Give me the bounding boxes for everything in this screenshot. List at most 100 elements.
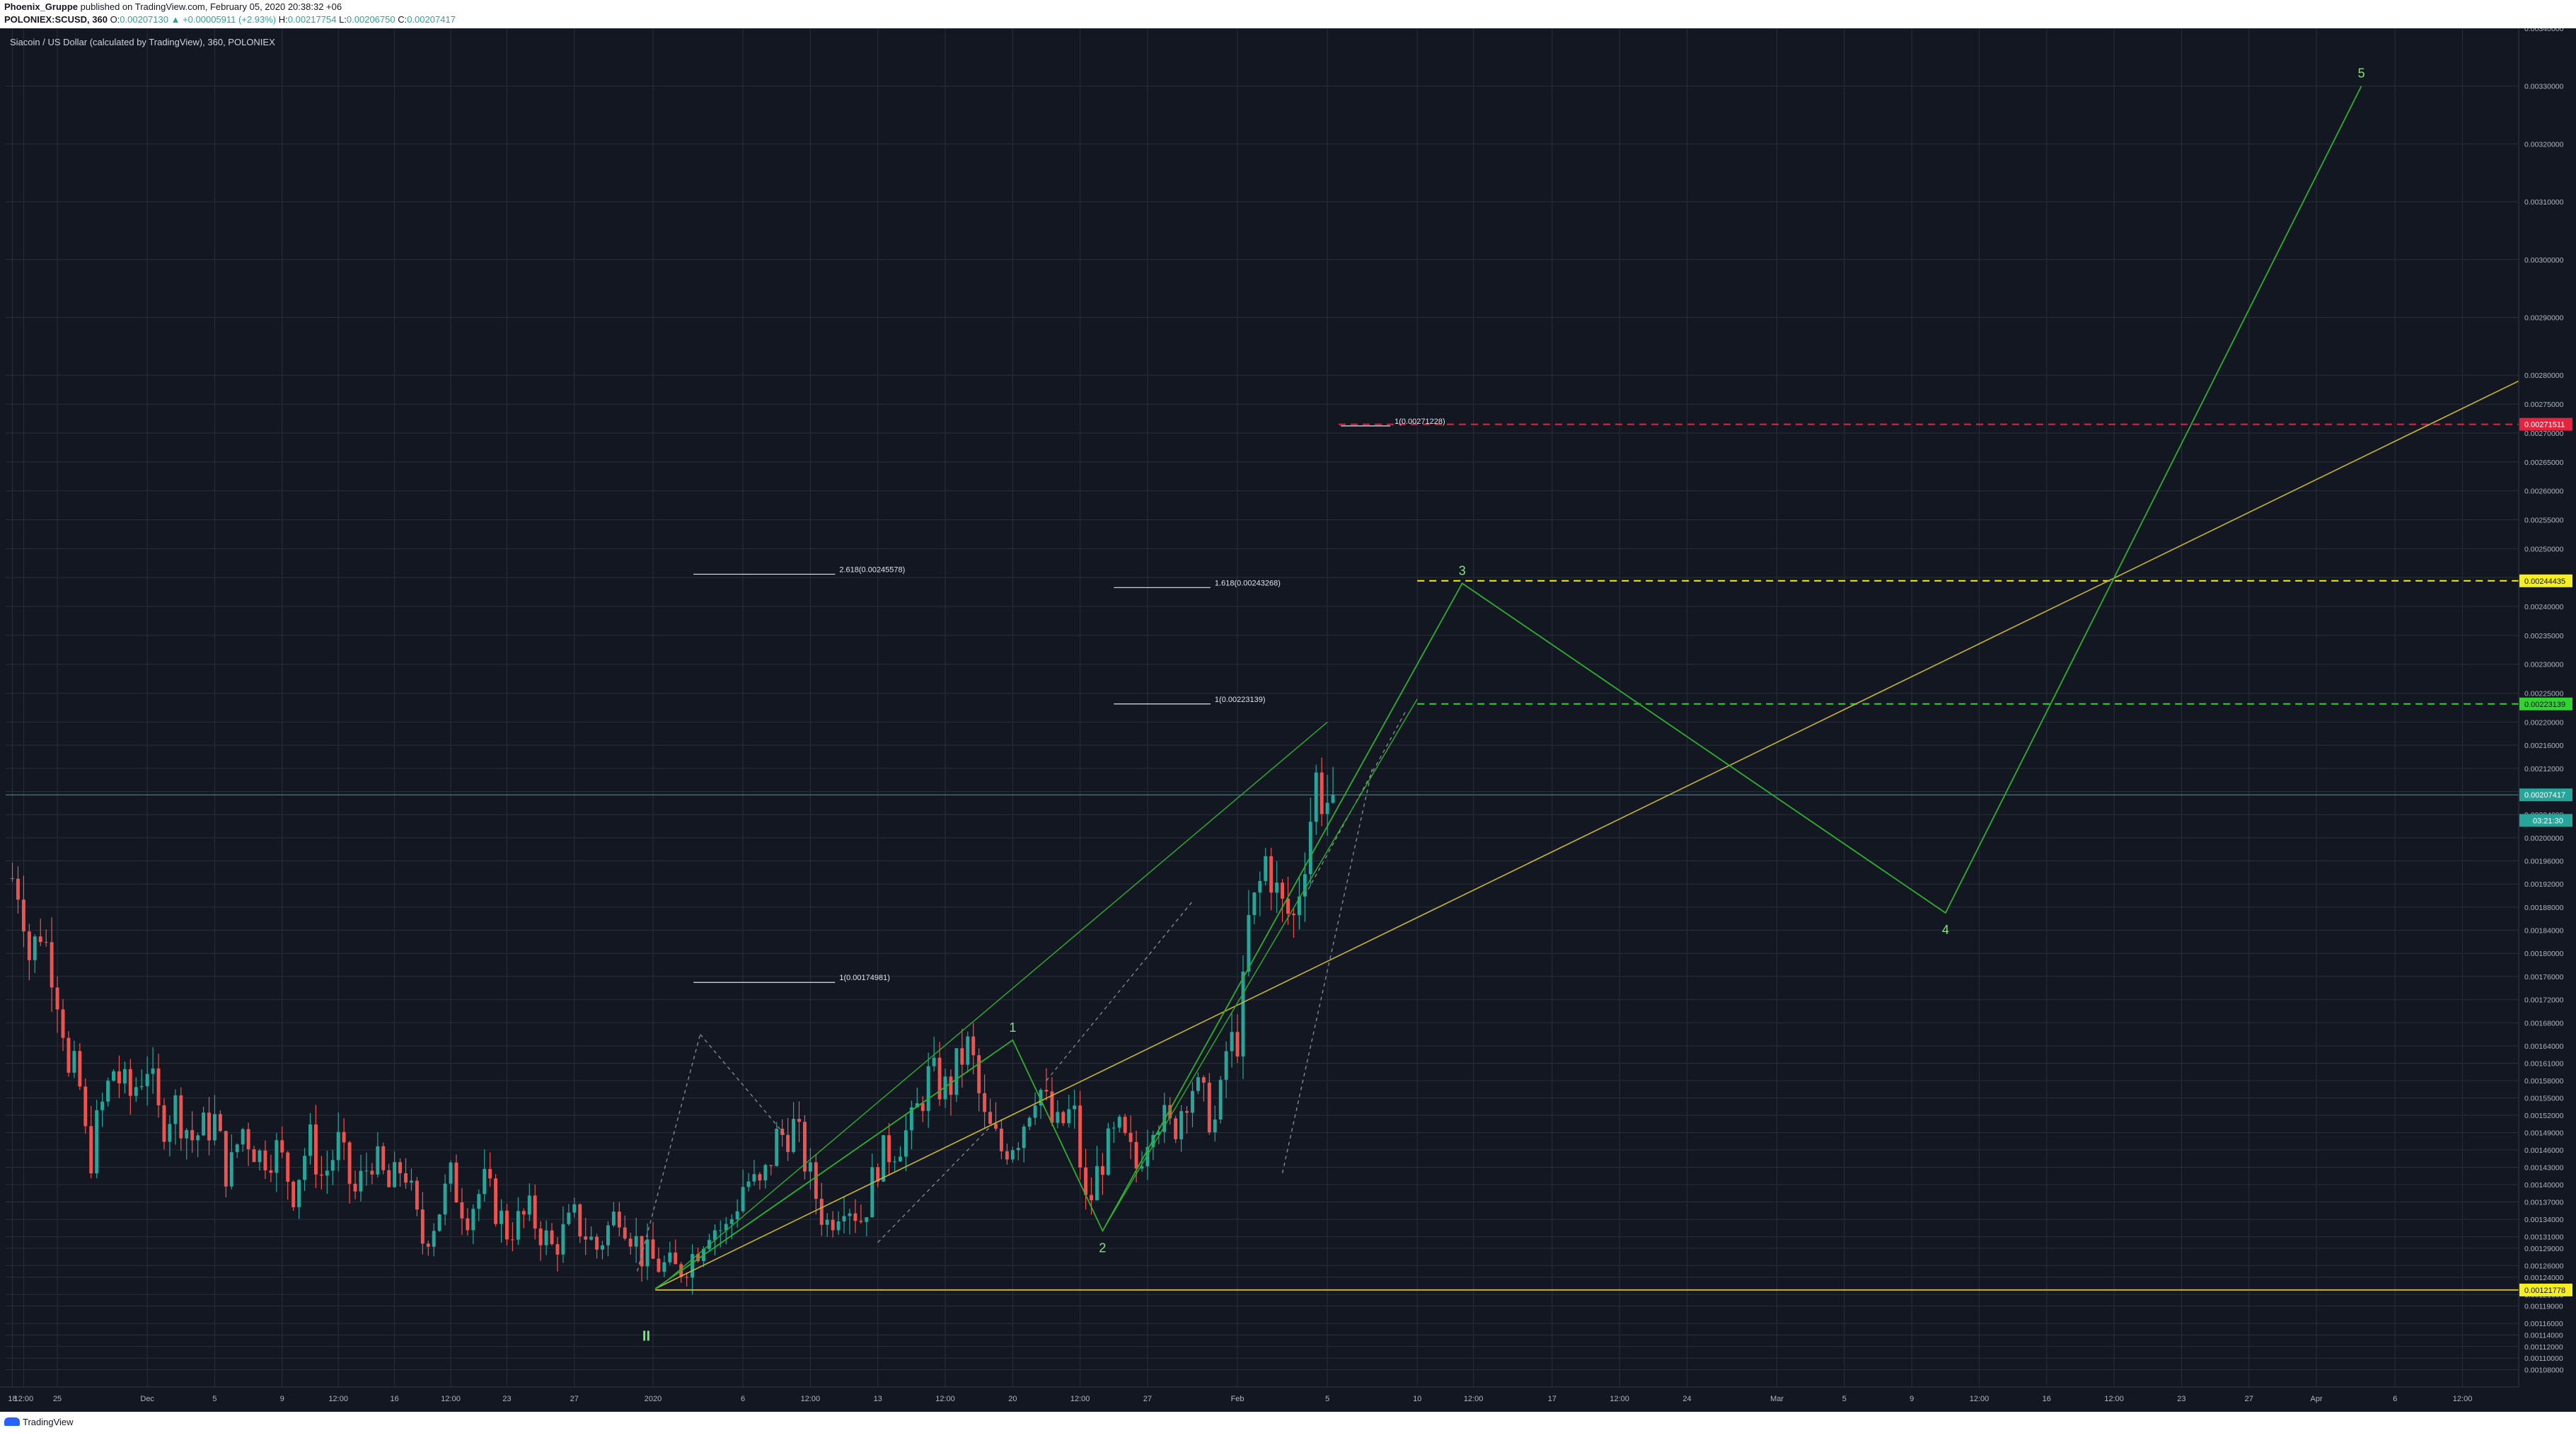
- candle-body: [1100, 1166, 1104, 1175]
- chart-grid: [6, 28, 2519, 1387]
- price-tick-label: 0.00192000: [2524, 880, 2564, 889]
- time-tick-label: 12:00: [14, 1395, 34, 1403]
- candle-body: [370, 1170, 374, 1175]
- price-tick-label: 0.00114000: [2524, 1331, 2563, 1340]
- candles: [11, 757, 1335, 1295]
- price-label-box: [2519, 1283, 2572, 1296]
- candle-body: [466, 1218, 470, 1231]
- tradingview-logo-text: TradingView: [23, 1417, 74, 1427]
- price-tick-label: 0.00220000: [2524, 718, 2564, 727]
- candle-body: [280, 1140, 284, 1153]
- price-tick-label: 0.00340000: [2524, 28, 2564, 33]
- chart-footer: TradingView: [0, 1412, 2576, 1433]
- candle-body: [398, 1162, 403, 1174]
- countdown-text: 03:21:30: [2533, 817, 2563, 825]
- candle-body: [876, 1167, 880, 1182]
- candle-body: [601, 1245, 604, 1250]
- time-tick-label: 12:00: [2104, 1395, 2124, 1403]
- candle-body: [668, 1253, 672, 1262]
- price-tick-label: 0.00119000: [2524, 1303, 2563, 1311]
- candle-body: [674, 1253, 678, 1265]
- candle-body: [128, 1069, 132, 1096]
- time-tick-label: 27: [1143, 1395, 1152, 1403]
- candle-body: [185, 1129, 189, 1139]
- wave-label: 3: [1459, 563, 1466, 577]
- price-tick-label: 0.00212000: [2524, 765, 2564, 773]
- candle-body: [432, 1231, 436, 1247]
- candle-body: [1331, 795, 1335, 803]
- time-tick-label: 12:00: [801, 1395, 821, 1403]
- price-label-box: [2519, 788, 2572, 802]
- price-tick-label: 0.00200000: [2524, 834, 2564, 843]
- ohlc-close: 0.00207417: [407, 14, 456, 25]
- candle-body: [1252, 892, 1257, 916]
- candle-body: [168, 1124, 172, 1142]
- price-tick-label: 0.00168000: [2524, 1019, 2564, 1028]
- price-chart[interactable]: 12345II1(0.00271228)2.618(0.00245578)1.6…: [0, 28, 2576, 1412]
- candle-body: [460, 1202, 464, 1219]
- author-name[interactable]: Phoenix_Gruppe: [4, 1, 79, 12]
- drawings[interactable]: 1 2 3 4 5 II 1(0.00271228) 2.618(0.00245578) 1.6…: [6, 67, 2519, 1345]
- candle-body: [786, 1134, 790, 1152]
- candle-body: [347, 1142, 352, 1184]
- candle-body: [903, 1130, 908, 1157]
- price-label-box: [2519, 697, 2572, 710]
- candle-body: [634, 1236, 638, 1247]
- candle-body: [1185, 1111, 1189, 1113]
- price-tick-label: 0.00260000: [2524, 488, 2564, 496]
- candle-body: [443, 1183, 447, 1215]
- tradingview-logo[interactable]: TradingView: [4, 1417, 74, 1427]
- candle-body: [263, 1150, 267, 1170]
- price-tick-label: 0.00196000: [2524, 858, 2564, 866]
- candle-body: [1303, 874, 1307, 897]
- candle-body: [55, 987, 59, 1010]
- price-axis[interactable]: 0.00108000 0.00110000 0.00112000 0.00114000…: [2518, 28, 2576, 1412]
- candle-body: [145, 1074, 149, 1086]
- chart-title: Siacoin / US Dollar (calculated by Tradi…: [10, 37, 275, 47]
- time-tick-label: 6: [2393, 1395, 2397, 1403]
- candle-body: [420, 1209, 424, 1244]
- candle-body: [364, 1170, 369, 1172]
- candle-body: [471, 1209, 475, 1231]
- candle-body: [1027, 1117, 1032, 1127]
- price-tick-label: 0.00143000: [2524, 1164, 2564, 1173]
- price-tick-label: 0.00235000: [2524, 632, 2564, 640]
- candle-body: [1258, 880, 1262, 893]
- price-tick-label: 0.00240000: [2524, 603, 2564, 611]
- price-tick-label: 0.00184000: [2524, 927, 2564, 936]
- candle-body: [831, 1219, 835, 1231]
- candle-body: [303, 1156, 307, 1180]
- candle-body: [651, 1239, 655, 1259]
- candle-body: [792, 1119, 796, 1152]
- price-tick-label: 0.00149000: [2524, 1129, 2564, 1138]
- candle-body: [1286, 898, 1290, 914]
- candle-body: [966, 1036, 970, 1065]
- candle-body: [1033, 1105, 1037, 1118]
- candle-body: [44, 942, 48, 943]
- candle-body: [95, 1110, 99, 1174]
- time-tick-label: 12:00: [441, 1395, 461, 1403]
- candle-body: [393, 1162, 397, 1187]
- price-tick-label: 0.00270000: [2524, 430, 2564, 438]
- candle-body: [718, 1230, 722, 1231]
- candle-body: [336, 1132, 340, 1161]
- candle-body: [387, 1170, 391, 1187]
- candle-body: [246, 1129, 250, 1149]
- price-tick-label: 0.00134000: [2524, 1216, 2564, 1224]
- candle-body: [27, 931, 31, 960]
- symbol-name[interactable]: POLONIEX:SCUSD, 360: [4, 14, 108, 25]
- candle-body: [1078, 1105, 1082, 1168]
- candle-body: [775, 1129, 779, 1166]
- price-tick-label: 0.00180000: [2524, 950, 2564, 958]
- candle-body: [38, 936, 42, 943]
- price-tick-label: 0.00164000: [2524, 1042, 2564, 1051]
- candle-body: [112, 1071, 115, 1081]
- candle-body: [1314, 772, 1318, 822]
- price-tick-label: 0.00290000: [2524, 314, 2564, 323]
- candle-body: [510, 1239, 514, 1241]
- projection-dash: [1046, 901, 1194, 1081]
- candle-body: [1247, 915, 1251, 972]
- candle-body: [724, 1224, 728, 1231]
- candle-body: [999, 1128, 1003, 1151]
